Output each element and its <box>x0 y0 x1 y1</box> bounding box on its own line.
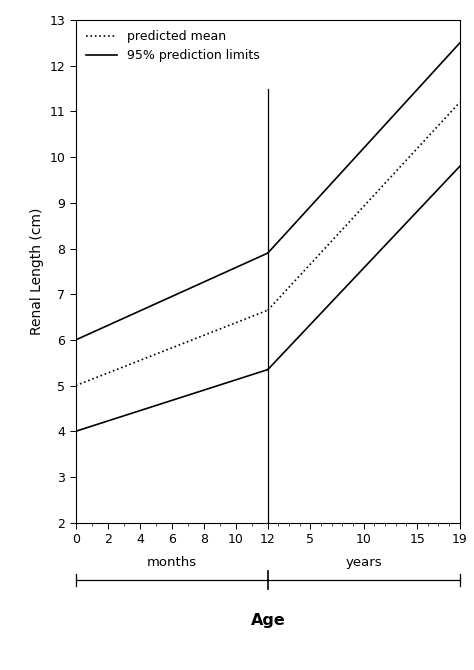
Text: months: months <box>147 556 197 570</box>
Text: Age: Age <box>250 613 285 628</box>
Text: years: years <box>346 556 382 570</box>
Legend: predicted mean, 95% prediction limits: predicted mean, 95% prediction limits <box>82 26 264 66</box>
Y-axis label: Renal Length (cm): Renal Length (cm) <box>30 208 44 335</box>
